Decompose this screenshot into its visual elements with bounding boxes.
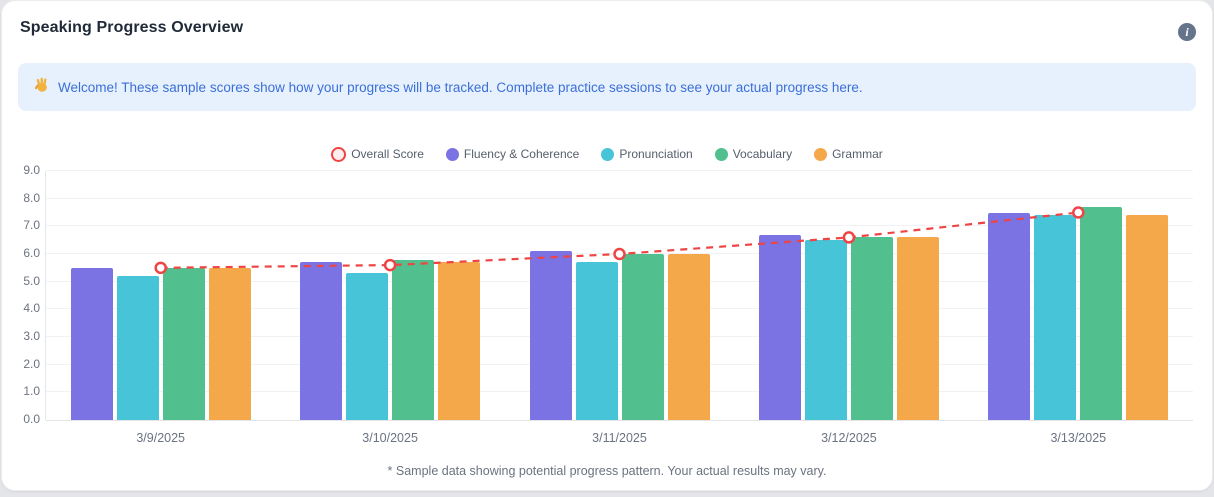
x-tick-label: 3/11/2025 [592, 431, 647, 445]
welcome-message: Welcome! These sample scores show how yo… [58, 79, 863, 95]
bar-pronunciation-3-10-2025[interactable] [346, 273, 389, 420]
info-icon[interactable]: i [1178, 23, 1196, 41]
x-tick-label: 3/12/2025 [821, 431, 877, 445]
y-tick-label: 9.0 [23, 163, 40, 177]
legend-item-pronunciation[interactable]: Pronunciation [601, 147, 693, 161]
y-tick-label: 6.0 [23, 246, 40, 260]
bar-vocabulary-3-11-2025[interactable] [621, 254, 664, 420]
overall-score-point-3-9-2025[interactable] [154, 261, 167, 275]
legend-label: Overall Score [351, 147, 424, 161]
legend-item-overall-score[interactable]: Overall Score [331, 146, 424, 162]
legend-label: Fluency & Coherence [463, 147, 580, 161]
legend-label: Grammar [832, 147, 883, 161]
gridline-5.0 [46, 280, 1193, 282]
y-tick-label: 7.0 [23, 218, 40, 233]
chart-plot-area: 0.0 1.0 2.0 3.0 4.0 5.0 6.0 7.0 8.0 9.0 3/9/2025 3/… [23, 163, 1193, 445]
bar-fluency-coherence-3-9-2025[interactable] [70, 267, 113, 420]
gridline-4.0 [46, 308, 1193, 310]
x-tick-label: 3/10/2025 [362, 431, 418, 445]
gridline-9.0 [46, 170, 1193, 171]
overall-score-point-3-11-2025[interactable] [613, 247, 626, 261]
y-tick-label: 5.0 [23, 273, 40, 288]
legend-item-grammar[interactable]: Grammar [814, 147, 883, 161]
bar-vocabulary-3-13-2025[interactable] [1080, 206, 1123, 420]
y-tick-label: 1.0 [23, 384, 40, 399]
bar-pronunciation-3-9-2025[interactable] [116, 276, 159, 420]
legend-marker-vocabulary [714, 147, 728, 161]
gridline-1.0 [46, 391, 1193, 393]
page-title: Speaking Progress Overview [20, 19, 244, 36]
legend-label: Vocabulary [732, 147, 793, 161]
bar-grammar-3-9-2025[interactable] [208, 267, 251, 420]
bar-vocabulary-3-9-2025[interactable] [162, 267, 205, 420]
bar-pronunciation-3-13-2025[interactable] [1034, 215, 1077, 420]
legend-marker-fluency-coherence [445, 147, 459, 161]
bar-fluency-coherence-3-12-2025[interactable] [758, 234, 801, 420]
bar-pronunciation-3-11-2025[interactable] [575, 262, 618, 420]
waving-hand-icon [34, 76, 51, 98]
bar-grammar-3-11-2025[interactable] [667, 254, 710, 420]
x-tick-label: 3/13/2025 [1050, 431, 1107, 445]
gridline-8.0 [46, 197, 1193, 199]
gridline-0.0 [46, 420, 1193, 421]
chart-legend: Overall Score Fluency & Coherence Pronunci… [2, 144, 1212, 164]
bar-grammar-3-12-2025[interactable] [896, 237, 939, 420]
y-tick-label: 8.0 [23, 190, 40, 205]
bar-vocabulary-3-10-2025[interactable] [392, 259, 435, 420]
legend-marker-overall-score [331, 146, 347, 162]
bar-pronunciation-3-12-2025[interactable] [804, 240, 847, 420]
card-header: Speaking Progress Overview i [20, 19, 1196, 41]
welcome-banner: Welcome! These sample scores show how yo… [18, 63, 1196, 111]
bar-fluency-coherence-3-13-2025[interactable] [988, 212, 1031, 420]
x-tick-label: 3/9/2025 [136, 431, 186, 445]
sample-data-note: * Sample data showing potential progress… [387, 464, 827, 478]
y-tick-label: 2.0 [23, 356, 40, 371]
bar-fluency-coherence-3-11-2025[interactable] [529, 251, 572, 420]
overall-score-point-3-13-2025[interactable] [1072, 206, 1085, 219]
legend-item-vocabulary[interactable]: Vocabulary [714, 147, 793, 161]
bar-vocabulary-3-12-2025[interactable] [850, 237, 893, 420]
y-tick-label: 4.0 [23, 301, 40, 316]
y-tick-label: 0.0 [23, 412, 40, 426]
legend-item-fluency-coherence[interactable]: Fluency & Coherence [445, 147, 580, 161]
bar-grammar-3-13-2025[interactable] [1126, 215, 1169, 420]
bar-fluency-coherence-3-10-2025[interactable] [300, 262, 343, 420]
y-tick-label: 3.0 [23, 329, 40, 343]
gridline-3.0 [46, 336, 1193, 337]
legend-marker-pronunciation [601, 147, 615, 161]
legend-marker-grammar [814, 147, 828, 161]
overall-score-point-3-12-2025[interactable] [842, 231, 856, 244]
overall-score-point-3-10-2025[interactable] [383, 258, 397, 272]
bar-grammar-3-10-2025[interactable] [438, 262, 481, 420]
legend-label: Pronunciation [619, 147, 693, 161]
gridline-2.0 [46, 363, 1193, 365]
